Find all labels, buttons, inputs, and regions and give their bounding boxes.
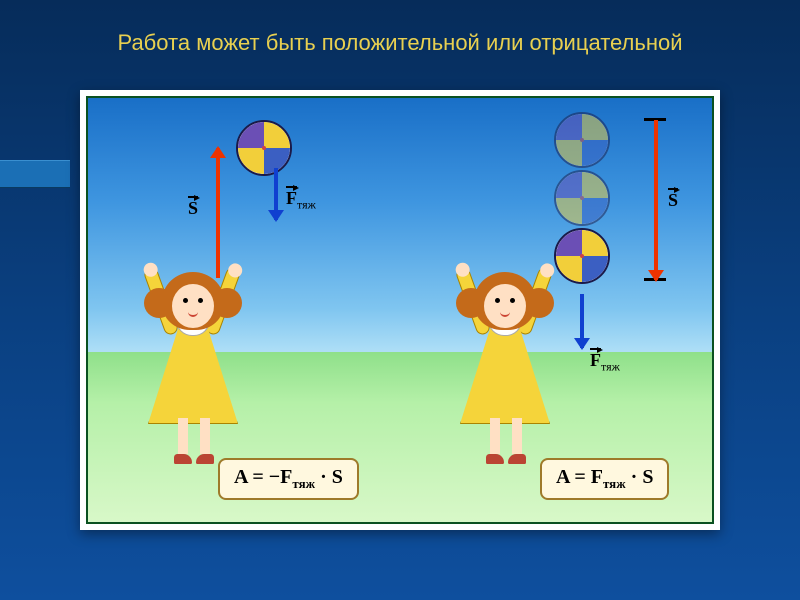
formula-negative-work: A = −Fтяж · S (218, 458, 359, 500)
panel-right-positive-work: S Fтяж (400, 98, 712, 522)
ball-icon (236, 120, 292, 176)
f-vector-label: Fтяж (286, 186, 316, 213)
ball-icon-faded-2 (554, 170, 610, 226)
girl-figure (128, 254, 258, 464)
panel-left-negative-work: S Fтяж (88, 98, 400, 522)
slide-container: Работа может быть положительной или отри… (0, 0, 800, 600)
slide-title: Работа может быть положительной или отри… (0, 30, 800, 56)
gravity-arrow-f-down (274, 168, 278, 220)
displacement-arrow-s-down (654, 120, 658, 280)
s-vector-label: S (668, 188, 678, 211)
scene: S Fтяж (86, 96, 714, 524)
f-vector-label: Fтяж (590, 348, 620, 375)
accent-bar (0, 160, 70, 188)
diagram-panel: S Fтяж (80, 90, 720, 530)
gravity-arrow-f-down (580, 294, 584, 348)
s-vector-label: S (188, 196, 198, 219)
girl-figure (440, 254, 570, 464)
ball-icon-faded-1 (554, 112, 610, 168)
formula-positive-work: A = Fтяж · S (540, 458, 669, 500)
